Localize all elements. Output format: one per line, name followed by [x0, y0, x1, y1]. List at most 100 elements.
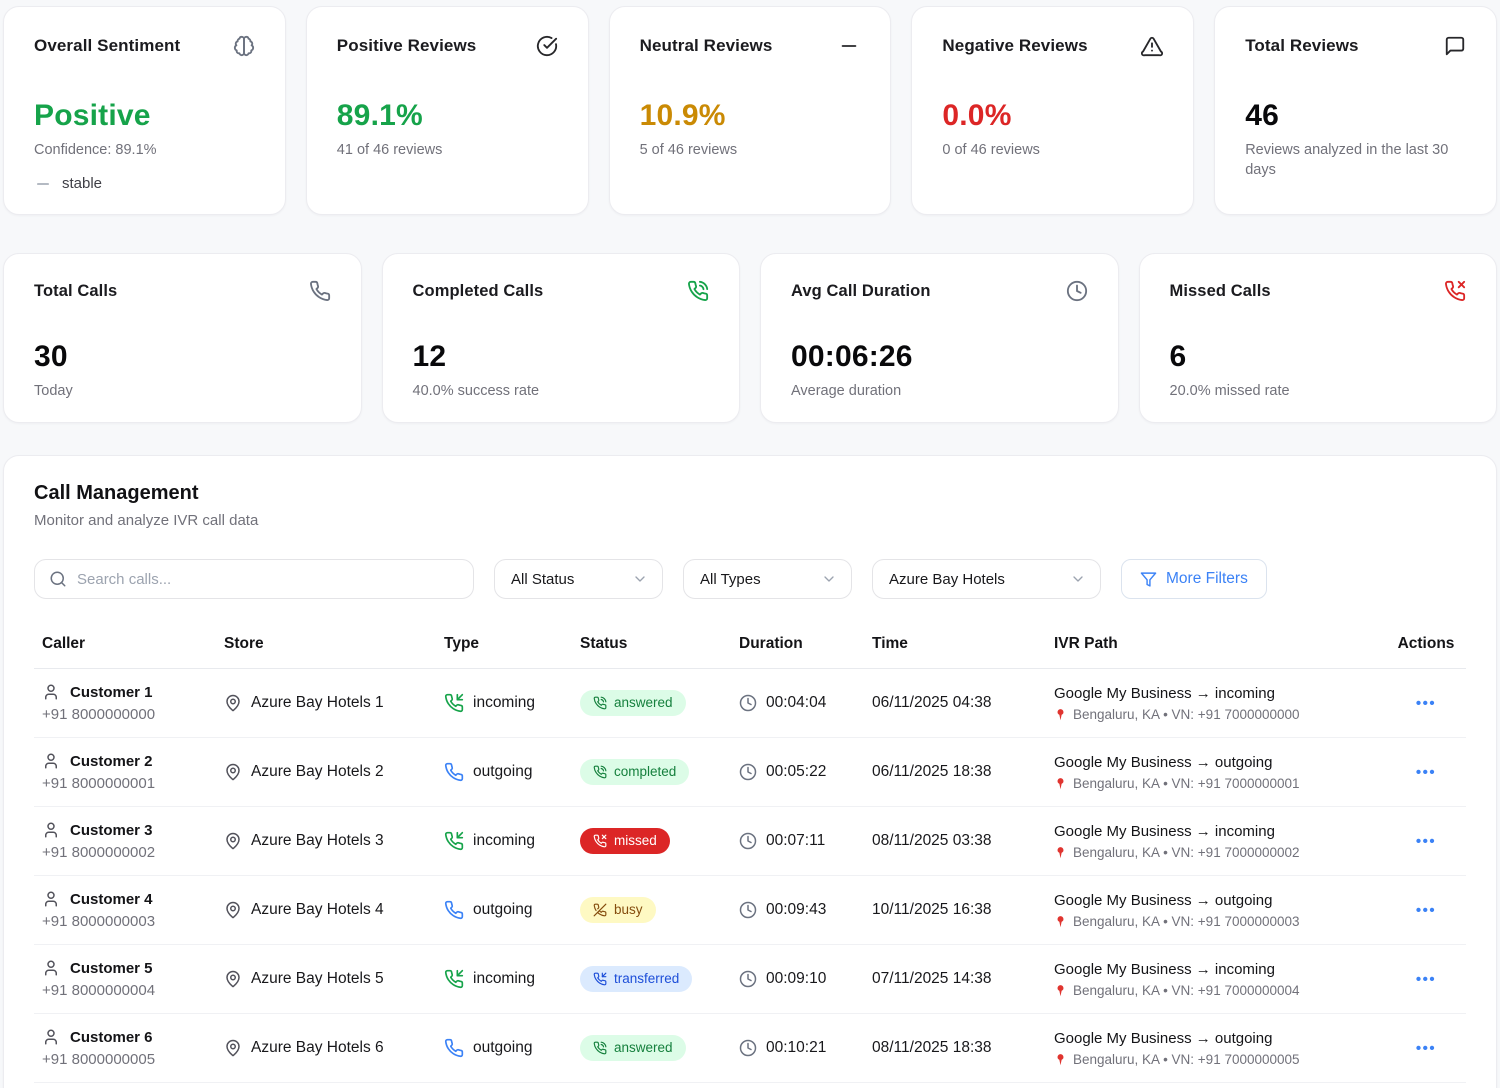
phone-call-icon: [687, 280, 709, 302]
type-filter-dropdown[interactable]: All Types: [683, 559, 852, 599]
ivr-path: Google My Business → incoming: [1054, 960, 1275, 978]
caller-name: Customer 5: [70, 959, 153, 977]
total-calls-value: 30: [34, 340, 68, 373]
phone-outgoing-icon: [444, 762, 464, 782]
clock-icon: [739, 763, 757, 781]
user-icon: [42, 821, 60, 839]
positive-percent: 89.1%: [336, 99, 423, 132]
card-title: Total Reviews: [1245, 36, 1359, 55]
completed-calls-sub: 40.0% success rate: [412, 383, 540, 399]
row-actions-button[interactable]: •••: [1415, 694, 1437, 712]
caller-phone: +91 8000000003: [42, 913, 156, 930]
call-duration: 00:07:11: [766, 832, 826, 849]
positive-reviews-card: Positive Reviews 89.1% 41 of 46 reviews: [305, 6, 589, 215]
map-pin-icon: [224, 970, 242, 988]
phone-icon: [309, 280, 331, 302]
status-filter-dropdown[interactable]: All Status: [494, 559, 663, 599]
ivr-path: Google My Business → incoming: [1054, 822, 1275, 840]
chevron-down-icon: [821, 571, 837, 587]
store-name: Azure Bay Hotels 4: [251, 901, 384, 918]
search-icon: [49, 570, 67, 588]
caller-phone: +91 8000000001: [42, 775, 156, 792]
call-time: 08/11/2025 18:38: [872, 1039, 992, 1056]
header-actions: Actions: [1397, 635, 1455, 652]
card-title: Neutral Reviews: [639, 36, 773, 55]
user-icon: [42, 959, 60, 977]
call-duration: 00:05:22: [766, 763, 827, 780]
row-actions-button[interactable]: •••: [1415, 763, 1437, 781]
more-filters-label: More Filters: [1166, 570, 1248, 587]
card-title: Negative Reviews: [942, 36, 1088, 55]
caller-name: Customer 6: [70, 1028, 153, 1046]
chevron-down-icon: [632, 571, 648, 587]
call-type: incoming: [473, 832, 536, 849]
avg-duration-value: 00:06:26: [791, 340, 913, 373]
map-pin-icon: [224, 694, 242, 712]
message-square-icon: [1444, 35, 1466, 57]
call-time: 06/11/2025 18:38: [872, 763, 992, 780]
map-pin-icon: [224, 763, 242, 781]
phone-off-icon: [593, 903, 607, 917]
user-icon: [42, 752, 60, 770]
phone-call-icon: [593, 765, 607, 779]
call-type: outgoing: [473, 1039, 533, 1056]
status-label: answered: [614, 1040, 673, 1056]
header-type: Type: [444, 635, 480, 652]
card-title: Completed Calls: [412, 281, 544, 300]
user-icon: [42, 1028, 60, 1046]
store-filter-dropdown[interactable]: Azure Bay Hotels: [872, 559, 1101, 599]
store-filter-value: Azure Bay Hotels: [889, 570, 1005, 588]
caller-phone: +91 8000000002: [42, 844, 156, 861]
row-actions-button[interactable]: •••: [1415, 970, 1437, 988]
filters-bar: All Status All Types Azure Bay Hotels Mo…: [34, 559, 1466, 599]
map-pin-icon: [224, 901, 242, 919]
caller-phone: +91 8000000005: [42, 1051, 156, 1068]
missed-calls-sub: 20.0% missed rate: [1169, 383, 1290, 399]
panel-title: Call Management: [34, 482, 199, 504]
ivr-path: Google My Business → incoming: [1054, 684, 1275, 702]
ivr-path: Google My Business → outgoing: [1054, 891, 1273, 909]
phone-outgoing-icon: [444, 900, 464, 920]
status-label: answered: [614, 695, 673, 711]
type-filter-value: All Types: [700, 570, 761, 588]
ivr-location: Bengaluru, KA • VN: +91 7000000002: [1073, 844, 1300, 860]
phone-incoming-icon: [444, 969, 464, 989]
status-badge: missed: [580, 828, 670, 854]
caller-name: Customer 3: [70, 821, 153, 839]
call-time: 07/11/2025 14:38: [872, 970, 992, 987]
call-duration: 00:04:04: [766, 694, 827, 711]
card-title: Total Calls: [34, 281, 118, 300]
table-row: Customer 5 +91 8000000004 Azure Bay Hote…: [34, 945, 1466, 1014]
row-actions-button[interactable]: •••: [1415, 1039, 1437, 1057]
sentiment-value: Positive: [34, 99, 151, 132]
caller-name: Customer 2: [70, 752, 153, 770]
clock-icon: [739, 694, 757, 712]
trend-flat-icon: [34, 175, 52, 193]
ivr-location: Bengaluru, KA • VN: +91 7000000000: [1073, 706, 1300, 722]
status-badge: transferred: [580, 966, 693, 992]
table-header-row: Caller Store Type Status Duration Time I…: [34, 623, 1466, 669]
row-actions-button[interactable]: •••: [1415, 901, 1437, 919]
phone-missed-icon: [1444, 280, 1466, 302]
status-badge: completed: [580, 759, 690, 785]
call-time: 06/11/2025 04:38: [872, 694, 992, 711]
status-label: completed: [614, 764, 677, 780]
pushpin-icon: [1054, 1052, 1067, 1067]
overall-sentiment-card: Overall Sentiment Positive Confidence: 8…: [3, 6, 286, 215]
more-filters-button[interactable]: More Filters: [1121, 559, 1267, 599]
total-reviews-value: 46: [1245, 99, 1279, 132]
user-icon: [42, 890, 60, 908]
positive-count: 41 of 46 reviews: [336, 142, 443, 158]
call-type: outgoing: [473, 763, 533, 780]
search-calls-box[interactable]: [34, 559, 474, 599]
trend-label: stable: [62, 175, 103, 193]
search-input[interactable]: [77, 570, 459, 588]
user-icon: [42, 683, 60, 701]
header-caller: Caller: [42, 635, 86, 652]
row-actions-button[interactable]: •••: [1415, 832, 1437, 850]
call-management-panel: Call Management Monitor and analyze IVR …: [3, 455, 1497, 1088]
clock-icon: [739, 970, 757, 988]
status-badge: answered: [580, 1035, 686, 1061]
sentiment-trend: stable: [34, 175, 255, 193]
chevron-down-icon: [1070, 571, 1086, 587]
